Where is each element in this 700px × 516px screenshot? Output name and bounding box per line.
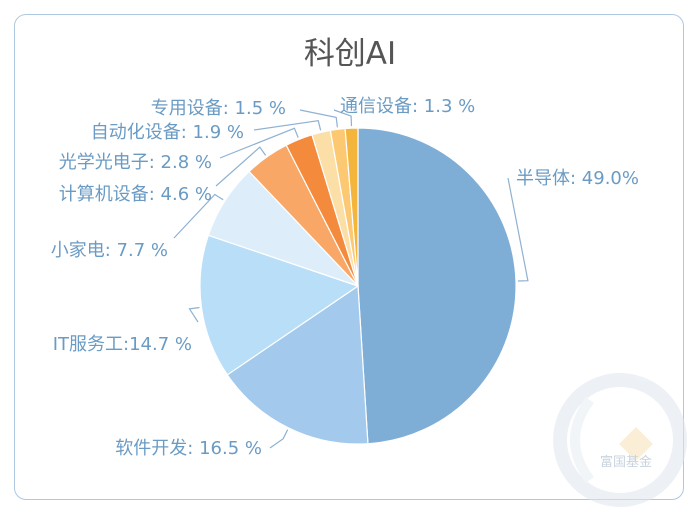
leader-line-2	[188, 306, 200, 323]
leader-line-8	[333, 109, 353, 127]
slice-label-7: 专用设备: 1.5 %	[151, 98, 286, 119]
slice-label-2: IT服务工:14.7 %	[53, 334, 192, 355]
leader-line-0	[507, 177, 529, 282]
watermark-logo-icon	[553, 373, 687, 507]
pie-slices	[199, 127, 517, 445]
leader-line-1	[269, 429, 289, 449]
pie-slice-0	[357, 127, 517, 445]
pie-slice-2	[199, 234, 360, 376]
leader-lines	[173, 109, 529, 449]
leader-line-4	[215, 146, 267, 187]
slice-label-3: 小家电: 7.7 %	[51, 240, 168, 261]
chart-title: 科创AI	[304, 36, 396, 72]
chart-frame	[14, 14, 684, 500]
slice-label-0: 半导体: 49.0%	[516, 168, 639, 189]
leader-line-7	[299, 109, 338, 128]
slice-label-1: 软件开发: 16.5 %	[115, 438, 262, 459]
pie-slice-8	[344, 127, 359, 287]
leader-line-6	[253, 120, 322, 131]
slice-labels: 半导体: 49.0% 软件开发: 16.5 % IT服务工:14.7 % 小家电: 7…	[51, 96, 639, 459]
slice-label-8: 通信设备: 1.3 %	[340, 96, 475, 117]
slice-label-4: 计算机设备: 4.6 %	[59, 184, 212, 205]
watermark-text: 富国基金	[600, 454, 652, 470]
slice-label-6: 自动化设备: 1.9 %	[91, 122, 244, 143]
pie-slice-1	[226, 284, 369, 445]
slice-label-5: 光学光电子: 2.8 %	[59, 152, 212, 173]
leader-line-3	[173, 193, 224, 239]
leader-line-5	[219, 127, 299, 159]
